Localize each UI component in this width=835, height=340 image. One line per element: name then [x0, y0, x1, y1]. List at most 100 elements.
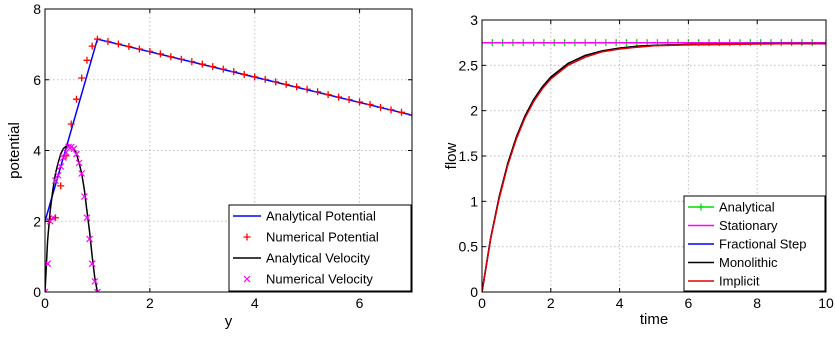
- x-axis-label: time: [640, 311, 668, 328]
- x-tick-label: 2: [146, 295, 154, 311]
- numerical-potential-marker: [408, 111, 412, 119]
- numerical-potential-marker: [72, 95, 80, 103]
- numerical-potential-marker: [198, 60, 206, 68]
- legend-item-numerical-velocity: Numerical Velocity: [243, 272, 373, 287]
- numerical-potential-marker: [62, 152, 70, 160]
- x-tick-label: 4: [251, 295, 259, 311]
- numerical-potential-marker: [67, 120, 75, 128]
- numerical-potential-marker: [251, 73, 259, 81]
- x-tick-label: 10: [818, 295, 834, 311]
- numerical-velocity-marker: [80, 193, 88, 200]
- numerical-velocity-marker: [70, 145, 78, 153]
- numerical-velocity-marker: [57, 162, 65, 170]
- x-tick-label: 6: [685, 295, 693, 311]
- x-tick-label: 6: [356, 295, 364, 311]
- numerical-velocity-marker: [45, 260, 52, 268]
- numerical-potential-marker: [293, 83, 301, 91]
- numerical-potential-marker: [114, 40, 122, 48]
- series-line-analytical-potential: [45, 38, 412, 222]
- y-tick-label: 1.5: [459, 148, 479, 164]
- numerical-potential-marker: [230, 68, 238, 76]
- legend-label: Stationary: [719, 218, 778, 233]
- numerical-potential-marker: [188, 58, 196, 66]
- series-analytical-potential: [45, 38, 412, 222]
- numerical-potential-marker: [146, 47, 154, 55]
- numerical-potential-marker: [177, 55, 185, 63]
- x-tick-label: 0: [478, 295, 486, 311]
- numerical-velocity-marker: [88, 260, 96, 268]
- legend-numerical-potential-marker: [243, 233, 251, 241]
- numerical-potential-marker: [219, 65, 227, 73]
- y-tick-label: 1: [470, 193, 478, 209]
- numerical-velocity-marker: [94, 288, 101, 292]
- numerical-velocity-marker: [83, 214, 91, 222]
- numerical-velocity-marker: [75, 159, 83, 167]
- numerical-velocity-marker: [52, 177, 59, 184]
- numerical-velocity-marker: [73, 150, 80, 158]
- legend-item-analytical-potential: Analytical Potential: [233, 209, 376, 224]
- y-tick-label: 4: [33, 143, 41, 159]
- legend-label: Monolithic: [719, 255, 778, 270]
- numerical-potential-marker: [356, 98, 364, 106]
- y-tick-label: 0: [33, 284, 41, 300]
- numerical-potential-marker: [88, 42, 96, 50]
- legend-item-fractional-step: Fractional Step: [688, 237, 806, 252]
- legend-label: Fractional Step: [719, 237, 806, 252]
- numerical-potential-marker: [345, 96, 353, 104]
- legend-label: Analytical Velocity: [266, 251, 371, 266]
- y-axis-label: flow: [443, 143, 460, 170]
- numerical-potential-marker: [324, 91, 332, 99]
- legend-label: Analytical: [719, 200, 775, 215]
- legend-item-analytical: Analytical: [688, 200, 775, 215]
- legend-label: Numerical Potential: [266, 230, 379, 245]
- numerical-potential-marker: [398, 108, 406, 116]
- y-tick-label: 3: [470, 12, 478, 28]
- chart-potential: 0 2 4 6 0 2 4 6 8 y potential Analytical Potential N…: [6, 1, 413, 330]
- numerical-velocity-marker: [59, 154, 67, 161]
- y-tick-label: 2: [470, 103, 478, 119]
- numerical-potential-marker: [272, 78, 280, 86]
- x-axis-label: y: [225, 313, 233, 330]
- y-tick-label: 0.5: [459, 239, 479, 255]
- numerical-velocity-marker: [91, 277, 99, 285]
- legend-numerical-velocity-marker: [243, 275, 251, 283]
- numerical-potential-marker: [387, 106, 395, 114]
- numerical-velocity-marker: [86, 235, 93, 243]
- legend-label: Implicit: [719, 274, 760, 289]
- plot-area: [482, 39, 826, 292]
- legend-item-monolithic: Monolithic: [688, 255, 778, 270]
- series-implicit: [482, 42, 826, 292]
- legend-item-implicit: Implicit: [688, 274, 760, 289]
- legend: Analytical Stationary Fractional Step Monol…: [683, 195, 826, 292]
- numerical-velocity-marker: [49, 214, 57, 222]
- y-tick-label: 8: [33, 1, 41, 17]
- numerical-potential-marker: [209, 63, 217, 71]
- x-tick-label: 0: [41, 295, 49, 311]
- numerical-potential-marker: [57, 182, 65, 190]
- numerical-potential-marker: [78, 74, 86, 82]
- legend-item-analytical-velocity: Analytical Velocity: [233, 251, 371, 266]
- legend-item-stationary: Stationary: [688, 218, 778, 233]
- numerical-potential-marker: [125, 42, 133, 50]
- numerical-velocity-marker: [45, 288, 49, 292]
- numerical-potential-marker: [135, 45, 143, 53]
- numerical-velocity-marker: [78, 170, 86, 177]
- numerical-velocity-marker: [46, 217, 54, 225]
- y-tick-label: 6: [33, 72, 41, 88]
- y-tick-label: 0: [470, 284, 478, 300]
- series-numerical-velocity: [45, 143, 101, 292]
- numerical-velocity-marker: [65, 143, 73, 151]
- numerical-potential-marker: [314, 88, 322, 96]
- x-tick-label: 2: [547, 295, 555, 311]
- numerical-potential-marker: [156, 50, 164, 58]
- numerical-potential-marker: [335, 93, 343, 101]
- numerical-potential-marker: [240, 70, 248, 78]
- x-tick-label: 4: [616, 295, 624, 311]
- numerical-potential-marker: [104, 38, 112, 46]
- numerical-potential-marker: [167, 53, 175, 61]
- numerical-velocity-marker: [62, 148, 70, 156]
- numerical-potential-marker: [366, 101, 374, 109]
- plot-area: [45, 35, 412, 292]
- numerical-potential-marker: [261, 75, 269, 83]
